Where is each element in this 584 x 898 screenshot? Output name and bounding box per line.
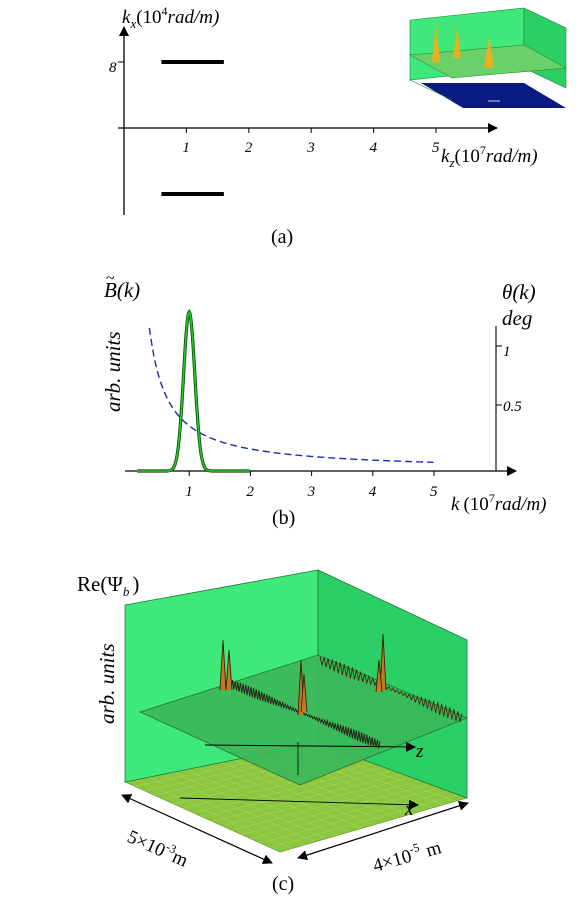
panel-b-y-label: arb. units: [101, 331, 125, 412]
dimension-arrow-left: [121, 794, 273, 864]
inset-navy-floor: [421, 83, 566, 108]
panel-a-inset-3d-thumbnail: [408, 7, 568, 108]
panel-c-caption: (c): [272, 873, 294, 895]
z-label: z: [415, 741, 424, 762]
inset-peak-1: [432, 22, 440, 62]
wave-spike-1b: [225, 649, 233, 691]
x-label: x: [404, 799, 414, 820]
a-x-tick-label: 4: [370, 140, 378, 156]
b-x-tick-label: 3: [307, 484, 316, 500]
panel-c-y-label: arb. units: [95, 643, 119, 724]
panel-b-left-label: B(k): [104, 278, 140, 302]
b-angle-curve: [148, 327, 434, 463]
b-x-tick-label: 1: [185, 484, 193, 500]
b-x-tick-label: 5: [430, 484, 438, 500]
inset-peak-2: [453, 26, 461, 58]
panel-a-caption: (a): [271, 226, 293, 248]
panel-b-caption: (b): [272, 507, 295, 529]
panel-a: kx(104rad/m) 8 1 2 3 4 5 kz(107rad/m) (a): [109, 4, 568, 248]
b-spectrum-outline: [137, 309, 250, 473]
panel-b-right-label: θ(k): [502, 280, 536, 304]
a-x-tick-label: 2: [245, 140, 253, 156]
dimension-arrow-right: [297, 801, 469, 860]
wave-spike-3b: [375, 659, 383, 693]
panel-b-right-tick-05: 0.5: [503, 399, 522, 415]
a-x-tick-label: 1: [182, 140, 190, 156]
panel-a-x-ticks: 1 2 3 4 5: [182, 128, 440, 156]
panel-a-y-tick-label: 8: [109, 60, 117, 76]
dim-left-label: 5×10-3m: [124, 824, 192, 872]
wave-traces: [219, 633, 463, 749]
panel-b-tilde: ~: [106, 270, 115, 287]
inset-side-wall: [523, 7, 567, 89]
panel-c: Re(Ψb) arb. units z x 5×10-3m 4×10-5 m (c…: [77, 569, 469, 895]
panel-b-x-ticks: 1 2 3 4 5: [185, 471, 438, 500]
z-axis-arrow: [204, 741, 416, 752]
panel-c-title: Re(Ψb): [77, 572, 139, 599]
b-x-tick-label: 4: [369, 484, 377, 500]
wave-spike-2b: [300, 673, 308, 713]
panel-b-right-tick-1: 1: [503, 344, 511, 360]
panel-a-x-label: kz(107rad/m): [441, 143, 538, 170]
panel-a-y-label: kx(104rad/m): [122, 4, 219, 31]
b-x-tick-label: 2: [246, 484, 254, 500]
wave-spike-3: [379, 633, 387, 691]
b-spectrum-curve: [137, 310, 250, 472]
a-x-tick-label: 5: [432, 140, 440, 156]
panel-b-x-label: k (107rad/m): [451, 491, 547, 515]
panel-b-right-unit: deg: [502, 306, 532, 330]
trace-side-band: [319, 656, 463, 723]
a-x-tick-label: 3: [306, 140, 315, 156]
panel-b-series: [137, 309, 434, 473]
inset-peak-3: [484, 36, 494, 68]
dim-right-label: 4×10-5 m: [370, 834, 444, 876]
panel-a-series: [161, 60, 224, 196]
wave-spike-1: [219, 639, 227, 691]
panel-b: B(k) ~ arb. units θ(k) deg 1 0.5 1 2 3 4 5 k…: [101, 270, 547, 529]
